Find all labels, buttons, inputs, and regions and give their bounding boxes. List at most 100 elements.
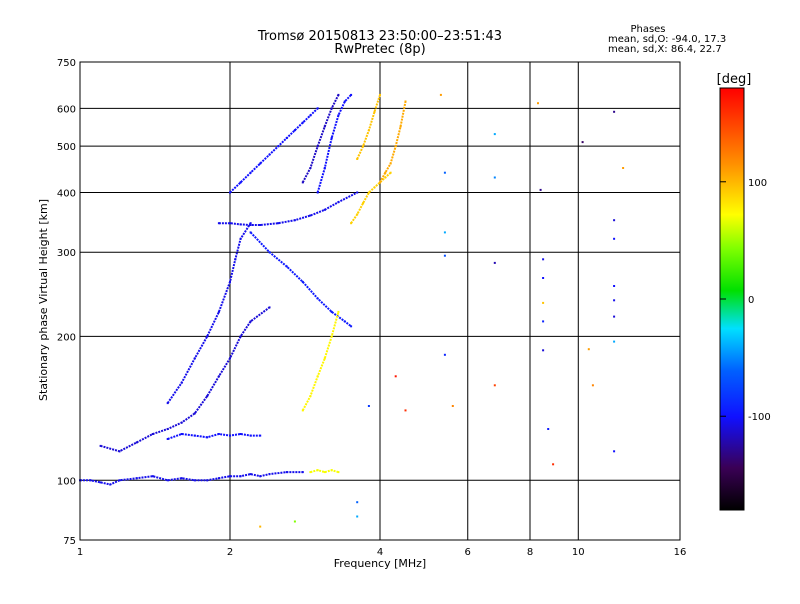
data-point [350, 222, 353, 225]
data-point [443, 171, 446, 174]
data-point [180, 433, 183, 435]
data-point [323, 167, 326, 169]
y-tick-label: 400 [57, 188, 76, 199]
data-point [118, 479, 121, 482]
y-tick-label: 500 [57, 142, 76, 153]
data-point [217, 477, 220, 480]
grid-lines [80, 62, 680, 540]
data-point [613, 110, 616, 113]
data-point [229, 222, 231, 225]
chart-subtitle: RwPretec (8p) [334, 42, 425, 57]
data-point [542, 320, 545, 323]
data-point [301, 181, 304, 184]
data-point [259, 434, 262, 437]
data-point [443, 231, 446, 234]
data-point [285, 137, 288, 139]
data-point [367, 191, 370, 194]
data-point [389, 171, 392, 174]
echo-trace [166, 222, 252, 404]
data-point [394, 145, 397, 148]
echo-trace [301, 94, 340, 183]
data-point [343, 100, 346, 103]
data-point [217, 310, 220, 313]
data-point [439, 93, 442, 96]
data-point [337, 310, 340, 313]
data-point [362, 145, 365, 148]
data-point [259, 475, 262, 478]
data-point [234, 258, 237, 261]
data-point [394, 375, 397, 378]
data-point [350, 325, 353, 328]
data-point [301, 409, 304, 412]
data-point [249, 224, 252, 226]
data-point [193, 434, 196, 437]
data-point [613, 315, 616, 318]
data-point [330, 469, 333, 472]
echo-trace [350, 171, 392, 224]
data-point [180, 381, 183, 384]
data-point [613, 340, 616, 343]
data-point [404, 409, 407, 412]
data-point [309, 167, 312, 169]
chart-title: Tromsø 20150813 23:50:00–23:51:43 [257, 29, 502, 44]
data-point [493, 261, 496, 264]
data-point [367, 129, 370, 132]
data-point [229, 191, 231, 194]
data-point [542, 349, 545, 352]
data-point [135, 477, 138, 480]
data-point [542, 301, 545, 304]
data-point [356, 191, 359, 194]
data-point [206, 335, 209, 338]
data-point [268, 251, 271, 254]
data-point [249, 473, 252, 476]
data-point [193, 412, 196, 415]
data-point [337, 471, 340, 474]
colorbar-label: [deg] [717, 72, 752, 87]
y-tick-label: 75 [63, 536, 76, 547]
data-point [180, 421, 183, 424]
data-point [301, 471, 304, 474]
plot-frame [79, 61, 681, 541]
data-point [330, 310, 333, 313]
data-point [337, 201, 340, 204]
stats-line-o: mean, sd,O: -94.0, 17.3 [608, 34, 726, 45]
data-point [301, 280, 304, 283]
data-point [362, 202, 365, 205]
data-point [356, 501, 359, 504]
data-point [493, 384, 496, 387]
y-tick-label: 100 [57, 476, 76, 487]
data-point [301, 121, 304, 124]
data-point [99, 481, 102, 484]
data-point [135, 441, 138, 444]
colorbar-tick-label: 100 [748, 178, 767, 189]
colorbar-tick-label: -100 [748, 412, 771, 423]
echo-trace [301, 311, 340, 411]
data-point [166, 438, 169, 440]
data-point [249, 222, 252, 225]
data-point [451, 405, 454, 407]
y-tick-label: 600 [57, 104, 76, 115]
data-point [350, 93, 353, 96]
x-tick-label: 4 [377, 547, 383, 558]
data-point [330, 107, 333, 110]
data-point [239, 475, 242, 478]
echo-trace [218, 191, 358, 226]
y-tick-label: 300 [57, 248, 76, 259]
data-point [613, 237, 616, 240]
data-point [316, 145, 319, 148]
data-point [259, 224, 262, 226]
data-point [443, 254, 446, 257]
data-point [309, 471, 312, 474]
data-point [537, 102, 539, 105]
data-point [622, 167, 625, 169]
data-point [591, 384, 594, 387]
colorbar-ticks: 100 0 -100 [720, 178, 771, 423]
data-point [389, 162, 392, 165]
data-point [249, 434, 252, 437]
echo-trace [249, 231, 352, 328]
data-point [367, 405, 370, 407]
x-tick-label: 1 [77, 547, 83, 558]
data-point [99, 444, 102, 447]
data-point [229, 357, 231, 360]
data-point [384, 176, 387, 179]
